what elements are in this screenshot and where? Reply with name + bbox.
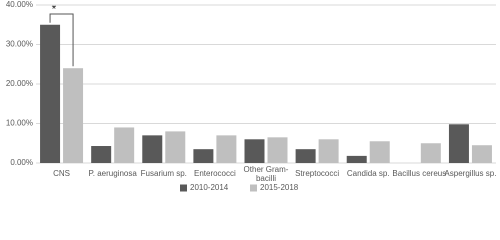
x-tick-label: Streptococci — [295, 169, 339, 178]
y-tick-label: 10.00% — [6, 119, 33, 128]
legend-swatch — [250, 184, 257, 192]
page: * 0.00% 10.00% 20.00% 30.00% 40.00% CNS P. aer… — [5, 0, 497, 193]
significance-mark: * — [52, 2, 57, 16]
y-tick-label: 20.00% — [6, 79, 33, 88]
y-tick-label: 30.00% — [6, 40, 33, 49]
bar — [244, 139, 265, 163]
x-tick-label: Aspergillus sp. — [444, 169, 496, 178]
bar — [318, 139, 339, 163]
y-tick-label: 0.00% — [10, 158, 33, 167]
x-tick-label: Fusarium sp. — [141, 169, 187, 178]
bar — [420, 143, 441, 163]
significance-bracket — [49, 13, 74, 67]
bar — [369, 141, 390, 163]
bar — [91, 146, 112, 163]
bar — [295, 149, 316, 163]
legend-swatch — [180, 184, 187, 192]
bar — [346, 155, 367, 163]
x-tick-label: Bacillus cereus — [392, 169, 446, 178]
x-tick-label: Other Gram-bacilli — [244, 165, 289, 183]
bar — [193, 149, 214, 163]
legend-label: 2015-2018 — [260, 183, 299, 192]
x-tick-label: Candida sp. — [347, 169, 390, 178]
bar — [165, 131, 186, 163]
bar — [63, 68, 84, 163]
bar — [471, 145, 492, 163]
bar — [114, 127, 135, 163]
legend-label: 2010-2014 — [190, 183, 229, 192]
x-tick-label: P. aeruginosa — [88, 169, 137, 178]
bar — [448, 124, 469, 163]
chart: * 0.00% 10.00% 20.00% 30.00% 40.00% CNS P. aer… — [6, 0, 497, 192]
bar — [40, 24, 61, 163]
bar — [142, 135, 163, 163]
x-tick-label: Enterococci — [194, 169, 236, 178]
x-tick-label: CNS — [53, 169, 70, 178]
bar — [216, 135, 237, 163]
y-tick-label: 40.00% — [6, 0, 33, 9]
bar — [267, 137, 288, 163]
